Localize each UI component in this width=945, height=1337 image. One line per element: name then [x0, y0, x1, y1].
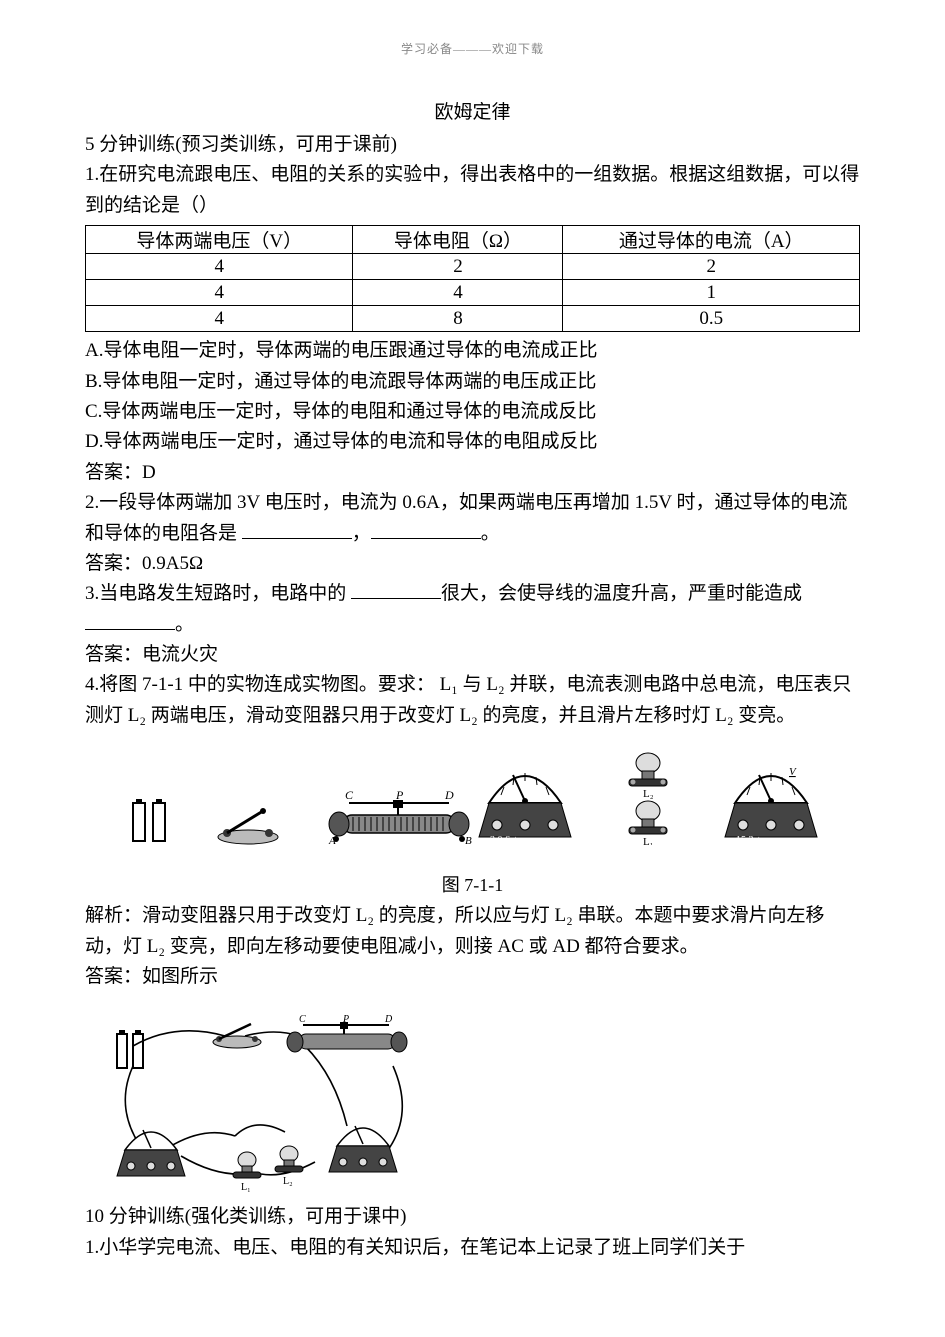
q4-analysis: 解析：滑动变阻器只用于改变灯 L₂ 的亮度，所以应与灯 L₂ 串联。本题中要求滑… [85, 901, 860, 962]
voltmeter-scale: 15 3 + [736, 835, 762, 845]
svg-text:D: D [384, 1014, 393, 1025]
page-header: 学习必备———欢迎下载 [85, 40, 860, 57]
label-L1: L₁ [643, 836, 654, 845]
q1-optC: C.导体两端电压一定时，导体的电阻和通过导体的电流成反比 [85, 397, 860, 427]
q1-optD: D.导体两端电压一定时，通过导体的电流和导体的电阻成反比 [85, 427, 860, 457]
q3-text: 3.当电路发生短路时，电路中的 很大，会使导线的温度升高，严重时能造成。 [85, 579, 860, 640]
doc-title: 欧姆定律 [85, 97, 860, 124]
switch-icon [213, 803, 283, 845]
cell: 4 [86, 306, 353, 332]
label-B: B [465, 835, 472, 845]
figure-7-1-1: C P D [85, 745, 860, 865]
label-A: A [328, 835, 336, 845]
label-D: D [444, 789, 454, 802]
q1-optB: B.导体电阻一定时，通过导体的电流跟导体两端的电压成正比 [85, 367, 860, 397]
table-row: 导体两端电压（V） 导体电阻（Ω） 通过导体的电流（A） [86, 226, 860, 254]
table-row: 4 8 0.5 [86, 306, 860, 332]
blank [85, 611, 175, 630]
q1-answer: 答案：D [85, 458, 860, 488]
voltmeter-icon: V 15 3 + [723, 755, 819, 845]
section2-heading: 10 分钟训练(强化类训练，可用于课中) [85, 1202, 860, 1232]
ammeter-scale: 3 0.6 + [490, 835, 519, 845]
q4-text: 4.将图 7-1-1 中的实物连成实物图。要求： L₁ 与 L₂ 并联，电流表测… [85, 670, 860, 731]
q4-answer: 答案：如图所示 [85, 962, 860, 992]
q3-a: 3.当电路发生短路时，电路中的 [85, 583, 351, 604]
cell: 2 [563, 254, 860, 280]
battery-icon [127, 795, 173, 845]
col-header: 通过导体的电流（A） [563, 226, 860, 254]
fig-caption: 图 7-1-1 [85, 871, 860, 897]
figure-answer: C P D [85, 1006, 860, 1196]
col-header: 导体两端电压（V） [86, 226, 353, 254]
period: 。 [175, 614, 194, 635]
table-row: 4 4 1 [86, 280, 860, 306]
blank [351, 580, 441, 599]
q2-text: 2.一段导体两端加 3V 电压时，电流为 0.6A，如果两端电压再增加 1.5V… [85, 488, 860, 549]
q5-text: 1.小华学完电流、电压、电阻的有关知识后，在笔记本上记录了班上同学们关于 [85, 1233, 860, 1263]
table-row: 4 2 2 [86, 254, 860, 280]
cell: 4 [86, 254, 353, 280]
q2-answer: 答案：0.9A5Ω [85, 549, 860, 579]
label-C: C [345, 789, 354, 802]
period: 。 [481, 523, 500, 544]
q1-text: 1.在研究电流跟电压、电阻的关系的实验中，得出表格中的一组数据。根据这组数据，可… [85, 160, 860, 221]
q3-b: 很大，会使导线的温度升高，严重时能造成 [441, 583, 802, 604]
cell: 4 [86, 280, 353, 306]
q1-table: 导体两端电压（V） 导体电阻（Ω） 通过导体的电流（A） 4 2 2 4 4 1… [85, 225, 860, 332]
rheostat-icon: C P D [323, 789, 473, 845]
bulbs-icon: L₂ L₁ [613, 745, 683, 845]
q3-answer: 答案：电流火灾 [85, 640, 860, 670]
blank [371, 520, 481, 539]
circuit-connected-icon: C P D [85, 1006, 445, 1196]
label-L2: L₂ [643, 788, 654, 800]
cell: 0.5 [563, 306, 860, 332]
svg-text:C: C [299, 1014, 306, 1025]
col-header: 导体电阻（Ω） [353, 226, 563, 254]
voltmeter-sym: V [789, 766, 797, 778]
cell: 1 [563, 280, 860, 306]
svg-text:L₁: L₁ [241, 1182, 251, 1193]
cell: 8 [353, 306, 563, 332]
ammeter-icon: 3 0.6 + [477, 755, 573, 845]
cell: 4 [353, 280, 563, 306]
svg-text:L₂: L₂ [283, 1176, 293, 1187]
section1-heading: 5 分钟训练(预习类训练，可用于课前) [85, 130, 860, 160]
blank [242, 520, 352, 539]
cell: 2 [353, 254, 563, 280]
q1-optA: A.导体电阻一定时，导体两端的电压跟通过导体的电流成正比 [85, 336, 860, 366]
